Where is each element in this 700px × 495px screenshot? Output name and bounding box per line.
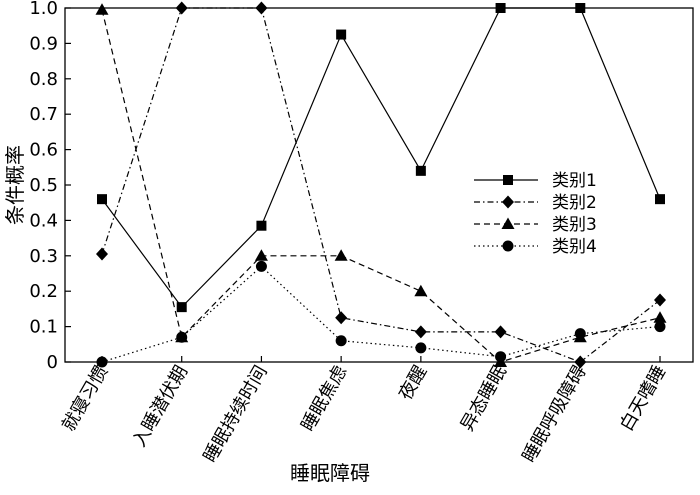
series-line bbox=[101, 265, 661, 363]
data-point bbox=[335, 311, 348, 325]
legend-item: 类别2 bbox=[474, 193, 597, 213]
y-tick-label: 1.0 bbox=[29, 0, 58, 19]
legend-marker bbox=[502, 240, 514, 252]
series-line bbox=[101, 7, 661, 309]
x-tick-label: 睡眠焦虑 bbox=[297, 362, 351, 435]
x-axis-ticks: 就寝习惯 入睡潜伏期 睡眠持续时间 睡眠焦虑 夜醒 异态睡眠 睡眠呼吸障碍 白天嗜睡 bbox=[58, 356, 670, 466]
data-point bbox=[414, 325, 427, 339]
legend-item: 类别1 bbox=[474, 171, 597, 191]
data-point bbox=[96, 356, 108, 368]
y-axis-title: 条件概率 bbox=[3, 145, 27, 225]
series-1 bbox=[97, 3, 665, 313]
x-tick-label: 睡眠持续时间 bbox=[200, 362, 272, 466]
data-point bbox=[176, 331, 188, 343]
x-tick-label: 夜醒 bbox=[395, 362, 431, 404]
legend-item: 类别3 bbox=[474, 215, 597, 235]
y-tick-label: 0.6 bbox=[29, 140, 58, 161]
series-4 bbox=[96, 260, 666, 368]
x-tick-label: 入睡潜伏期 bbox=[129, 362, 192, 450]
data-point bbox=[654, 321, 666, 333]
legend-marker bbox=[501, 217, 515, 229]
data-point bbox=[96, 247, 108, 261]
y-tick-label: 0.9 bbox=[29, 33, 58, 54]
series-2 bbox=[96, 1, 666, 369]
data-point bbox=[414, 284, 428, 297]
legend-marker bbox=[503, 175, 513, 185]
data-point bbox=[97, 194, 107, 205]
data-point bbox=[415, 342, 427, 354]
chart-series bbox=[95, 1, 667, 369]
data-point bbox=[415, 165, 426, 176]
data-point bbox=[655, 194, 665, 205]
y-tick-label: 0.7 bbox=[29, 104, 58, 125]
data-point bbox=[336, 29, 347, 40]
y-axis-ticks: 0 0.1 0.2 0.3 0.4 0.5 0.6 0.7 0.8 0.9 1.0 bbox=[29, 0, 71, 373]
data-point bbox=[574, 355, 587, 369]
legend-label: 类别2 bbox=[552, 193, 597, 213]
data-point bbox=[495, 3, 506, 13]
y-tick-label: 0 bbox=[47, 352, 58, 373]
x-tick-label: 就寝习惯 bbox=[58, 362, 112, 435]
data-point bbox=[335, 335, 347, 347]
data-point bbox=[255, 1, 268, 15]
data-point bbox=[175, 1, 188, 15]
data-point bbox=[334, 249, 348, 261]
plot-frame bbox=[64, 7, 694, 363]
data-point bbox=[653, 311, 667, 323]
y-tick-label: 0.5 bbox=[29, 175, 58, 196]
data-point bbox=[256, 220, 267, 231]
data-point bbox=[176, 302, 187, 313]
y-tick-label: 0.3 bbox=[29, 246, 58, 267]
data-point bbox=[654, 293, 666, 307]
series-line bbox=[101, 7, 661, 363]
legend-label: 类别4 bbox=[552, 237, 597, 257]
series-line bbox=[101, 9, 661, 363]
data-point bbox=[574, 328, 586, 340]
x-tick-label: 异态睡眠 bbox=[457, 362, 511, 435]
y-tick-label: 0.1 bbox=[29, 317, 58, 338]
y-tick-label: 0.2 bbox=[29, 281, 58, 302]
chart-axes bbox=[64, 7, 694, 363]
data-point bbox=[255, 260, 267, 272]
legend-label: 类别1 bbox=[552, 171, 597, 191]
y-tick-label: 0.8 bbox=[29, 69, 58, 90]
y-tick-label: 0.4 bbox=[29, 210, 58, 231]
legend-label: 类别3 bbox=[552, 215, 597, 235]
data-point bbox=[495, 351, 507, 363]
legend-item: 类别4 bbox=[474, 237, 597, 257]
legend-marker bbox=[502, 195, 514, 209]
x-tick-label: 睡眠呼吸障碍 bbox=[518, 362, 590, 466]
data-point bbox=[95, 3, 109, 15]
x-axis-title: 睡眠障碍 bbox=[290, 461, 370, 485]
data-point bbox=[254, 249, 268, 261]
data-point bbox=[575, 3, 586, 13]
x-tick-label: 白天嗜睡 bbox=[616, 362, 670, 435]
data-point bbox=[494, 325, 507, 339]
